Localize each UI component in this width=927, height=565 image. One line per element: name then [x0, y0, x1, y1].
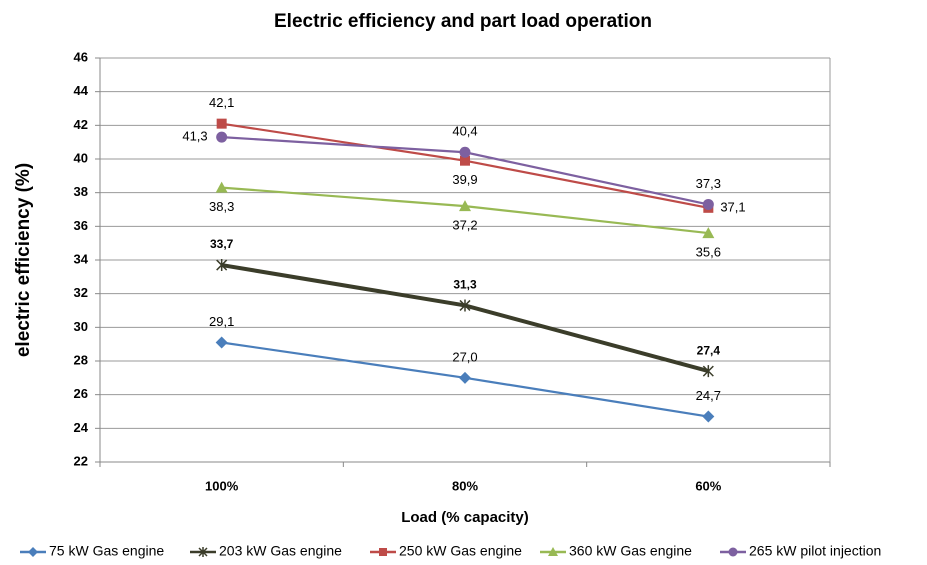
marker — [702, 198, 714, 210]
y-tick-label: 34 — [74, 251, 89, 266]
marker — [702, 365, 714, 378]
x-tick-label: 80% — [452, 478, 478, 493]
y-tick-label: 38 — [74, 184, 88, 199]
marker — [215, 181, 228, 193]
y-tick-label: 24 — [74, 420, 89, 435]
legend-label: 360 kW Gas engine — [569, 543, 692, 559]
y-tick-label: 30 — [74, 319, 88, 334]
marker — [215, 336, 228, 349]
marker — [460, 155, 470, 166]
y-tick-label: 32 — [74, 285, 88, 300]
data-label: 27,4 — [697, 343, 721, 357]
marker — [216, 118, 227, 129]
y-tick-label: 26 — [74, 386, 88, 401]
data-label: 27,0 — [452, 349, 477, 364]
legend-label: 75 kW Gas engine — [49, 543, 164, 559]
legend-marker — [379, 548, 387, 556]
data-label: 24,7 — [696, 388, 721, 403]
legend-label: 203 kW Gas engine — [219, 543, 342, 559]
marker — [459, 146, 471, 158]
legend-label: 265 kW pilot injection — [749, 543, 881, 559]
y-tick-label: 28 — [74, 352, 88, 367]
legend-marker — [198, 547, 208, 557]
legend-marker — [548, 547, 558, 556]
marker — [459, 299, 471, 312]
legend-item: 360 kW Gas engine — [540, 543, 692, 559]
legend-item: 265 kW pilot injection — [720, 543, 881, 559]
legend-item: 75 kW Gas engine — [20, 543, 164, 559]
data-label: 37,2 — [452, 218, 477, 233]
data-label: 38,3 — [209, 199, 234, 214]
data-label: 29,1 — [209, 314, 234, 329]
data-label: 35,6 — [696, 245, 721, 260]
data-label: 37,3 — [696, 176, 721, 191]
marker — [216, 131, 228, 143]
marker — [702, 410, 715, 423]
data-label: 33,7 — [210, 237, 234, 251]
marker — [216, 259, 228, 272]
data-label: 39,9 — [452, 172, 477, 187]
legend-label: 250 kW Gas engine — [399, 543, 522, 559]
x-tick-label: 60% — [695, 478, 721, 493]
data-label: 40,4 — [452, 124, 477, 139]
y-tick-label: 40 — [74, 150, 88, 165]
data-label: 42,1 — [209, 95, 234, 110]
x-tick-label: 100% — [205, 478, 239, 493]
legend-item: 250 kW Gas engine — [370, 543, 522, 559]
chart-title: Electric efficiency and part load operat… — [274, 11, 652, 32]
data-label: 41,3 — [182, 129, 207, 144]
x-axis-title: Load (% capacity) — [401, 509, 529, 526]
y-tick-label: 44 — [74, 83, 89, 98]
marker — [459, 200, 471, 212]
legend-marker — [28, 547, 38, 557]
y-tick-label: 22 — [74, 453, 88, 468]
y-tick-label: 42 — [74, 117, 88, 132]
y-tick-label: 46 — [74, 49, 88, 64]
data-label: 37,1 — [720, 199, 745, 214]
legend-item: 203 kW Gas engine — [190, 543, 342, 559]
y-tick-label: 36 — [74, 218, 88, 233]
legend-marker — [728, 547, 738, 557]
marker — [702, 227, 715, 239]
data-label: 31,3 — [453, 278, 477, 292]
marker — [459, 371, 471, 384]
y-axis-title: electric efficiency (%) — [13, 163, 34, 357]
